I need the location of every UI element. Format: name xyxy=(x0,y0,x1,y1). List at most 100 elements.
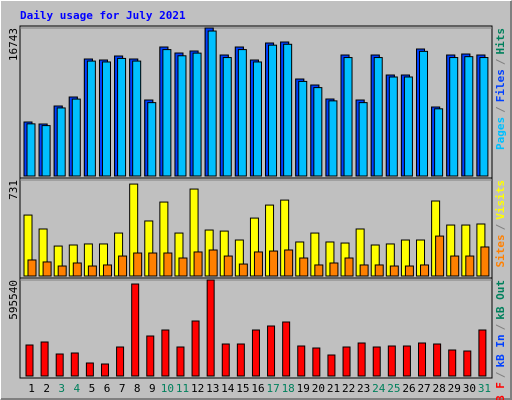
bar xyxy=(252,61,262,177)
bar xyxy=(133,252,143,277)
bar xyxy=(42,261,52,277)
bar xyxy=(357,342,366,377)
bar xyxy=(298,80,308,177)
bar xyxy=(449,57,459,177)
bar xyxy=(312,347,321,377)
bar xyxy=(419,50,429,177)
bar xyxy=(176,346,185,377)
bar xyxy=(343,57,353,177)
x-tick-label: 18 xyxy=(282,382,295,395)
bar xyxy=(433,343,442,377)
x-tick-label: 9 xyxy=(149,382,156,395)
bar xyxy=(161,329,170,377)
bar xyxy=(435,235,445,277)
x-tick-label: 19 xyxy=(297,382,310,395)
x-tick-label: 11 xyxy=(176,382,189,395)
x-tick-label: 27 xyxy=(417,382,430,395)
x-tick-label: 14 xyxy=(221,382,235,395)
x-tick-label: 5 xyxy=(89,382,96,395)
bar xyxy=(71,98,81,177)
bar xyxy=(131,283,140,377)
x-tick-label: 12 xyxy=(191,382,204,395)
bar xyxy=(177,55,187,177)
bar xyxy=(56,107,66,177)
bar xyxy=(388,76,398,177)
bar xyxy=(329,262,339,277)
y-tick-label: 731 xyxy=(7,180,20,200)
bar xyxy=(41,125,51,177)
bar xyxy=(463,350,472,377)
x-tick-label: 8 xyxy=(134,382,141,395)
bar xyxy=(206,279,215,377)
bar xyxy=(238,263,248,277)
x-tick-label: 10 xyxy=(161,382,174,395)
bar xyxy=(208,249,218,277)
bar xyxy=(434,108,444,177)
x-tick-label: 20 xyxy=(312,382,325,395)
legend: Sites / Visits xyxy=(494,180,507,268)
bar xyxy=(162,49,172,177)
bar xyxy=(116,346,125,377)
bar xyxy=(373,57,383,177)
bar xyxy=(191,320,200,377)
bar xyxy=(299,257,309,277)
bar xyxy=(86,60,96,177)
bar xyxy=(297,345,306,377)
bar xyxy=(148,252,158,277)
bar xyxy=(359,264,369,277)
legend-separator: / xyxy=(494,106,507,113)
bar xyxy=(450,255,460,277)
bar xyxy=(314,264,324,277)
x-tick-label: 22 xyxy=(342,382,355,395)
bar xyxy=(448,349,457,377)
bar xyxy=(404,265,414,277)
bar xyxy=(70,352,79,377)
bar xyxy=(267,325,276,377)
bar xyxy=(26,123,36,177)
bar xyxy=(132,60,142,177)
bar xyxy=(253,251,263,277)
x-tick-label: 26 xyxy=(402,382,415,395)
bar xyxy=(117,57,127,177)
chart-title: Daily usage for July 2021 xyxy=(20,9,186,22)
x-tick-label: 16 xyxy=(251,382,264,395)
bar xyxy=(418,342,427,377)
bar xyxy=(478,329,487,377)
legend-entry: Files xyxy=(494,69,507,102)
bar xyxy=(40,341,49,377)
bar xyxy=(269,250,279,277)
bar xyxy=(101,61,111,177)
bar xyxy=(221,343,230,377)
legend-separator: / xyxy=(494,371,507,378)
x-tick-label: 15 xyxy=(236,382,249,395)
bar xyxy=(327,354,336,377)
bar xyxy=(236,343,245,377)
bar xyxy=(146,335,155,377)
y-tick-label: 595540 xyxy=(7,280,20,320)
bar xyxy=(55,353,64,377)
bar xyxy=(313,87,323,177)
bar xyxy=(372,346,381,377)
bar xyxy=(178,257,188,277)
bar xyxy=(85,362,94,377)
bar xyxy=(389,265,399,277)
bar xyxy=(420,264,430,277)
bar xyxy=(163,252,173,277)
bar xyxy=(207,30,217,177)
x-tick-label: 13 xyxy=(206,382,219,395)
x-tick-label: 24 xyxy=(372,382,386,395)
bar xyxy=(147,102,157,177)
x-tick-label: 28 xyxy=(433,382,446,395)
x-tick-label: 2 xyxy=(43,382,50,395)
x-tick-label: 30 xyxy=(463,382,476,395)
legend: Pages / Files / Hits xyxy=(494,28,507,150)
bar xyxy=(328,100,338,177)
bar xyxy=(374,264,384,277)
bar xyxy=(387,345,396,377)
legend: kB F / kB In / kB Out xyxy=(494,280,507,400)
x-tick-label: 25 xyxy=(387,382,400,395)
bar xyxy=(27,259,37,277)
bar xyxy=(403,76,413,177)
legend-entry: Visits xyxy=(494,180,507,220)
